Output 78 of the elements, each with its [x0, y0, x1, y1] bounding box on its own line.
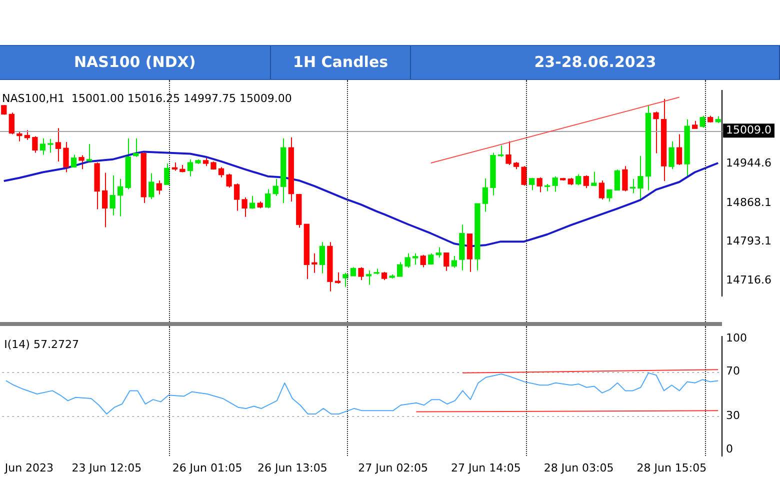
candlestick	[40, 138, 46, 156]
candlestick	[444, 252, 450, 272]
candlestick	[226, 173, 232, 188]
candlestick	[187, 158, 194, 177]
candlestick	[396, 262, 403, 277]
candlestick	[272, 178, 278, 196]
chart-title: NAS100 (NDX)	[0, 46, 271, 79]
x-tick-label: 27 Jun 02:05	[358, 461, 428, 474]
candlestick	[70, 154, 77, 168]
y-tick-label: 14716.6	[726, 274, 772, 287]
candlestick	[676, 134, 682, 166]
annotation: I(14) 57.2727	[4, 338, 79, 351]
candlestick	[118, 178, 124, 217]
x-tick-label: 28 Jun 03:05	[544, 461, 614, 474]
candlestick	[552, 176, 558, 192]
x-tick-label: 26 Jun 13:05	[257, 461, 328, 474]
candlestick	[528, 177, 535, 191]
x-tick-label: 27 Jun 14:05	[450, 461, 521, 474]
candlestick	[451, 255, 457, 268]
x-tick-label: 23 Jun 12:05	[72, 461, 142, 474]
candlestick	[583, 174, 589, 189]
y-tick-label: 0	[726, 442, 733, 456]
y-tick-label: 14944.6	[726, 156, 772, 170]
candlestick	[48, 138, 54, 154]
candlestick	[78, 154, 84, 170]
candlestick	[420, 254, 426, 268]
candlestick	[700, 115, 706, 128]
candlestick	[249, 195, 256, 210]
candlestick	[653, 111, 659, 154]
candlestick	[521, 166, 527, 186]
x-tick-label: Jun 2023	[4, 461, 54, 474]
candlestick	[404, 252, 410, 268]
candlestick	[148, 172, 154, 200]
candlestick	[436, 246, 442, 258]
candlestick	[265, 188, 271, 209]
candlestick	[598, 180, 604, 200]
candlestick	[412, 252, 418, 266]
candlestick	[606, 189, 612, 202]
y-tick-label: 14793.1	[726, 234, 772, 248]
candlestick	[506, 140, 512, 166]
candlestick	[218, 166, 224, 178]
candlestick	[242, 196, 248, 218]
candlestick	[63, 141, 69, 173]
chart-subtitle: 1H Candles	[270, 46, 412, 79]
candlestick	[55, 128, 62, 162]
y-tick-label: 30	[726, 409, 740, 422]
candlestick	[668, 140, 674, 170]
candlestick	[576, 174, 582, 186]
candlestick	[614, 169, 620, 191]
x-tick-label: 28 Jun 15:05	[636, 461, 707, 474]
candlestick	[591, 171, 597, 187]
y-tick-label: 14868.1	[726, 196, 772, 209]
candlestick	[319, 242, 326, 274]
candlestick	[366, 270, 372, 286]
candlestick	[8, 112, 14, 135]
candlestick	[24, 130, 30, 140]
candlestick	[342, 272, 348, 288]
candlestick	[32, 136, 38, 154]
candlestick	[536, 176, 542, 193]
y-tick-label: 70	[726, 364, 740, 378]
candlestick	[86, 144, 92, 162]
candlestick	[133, 138, 139, 158]
x-tick-label: 26 Jun 01:05	[172, 461, 242, 474]
candlestick	[358, 266, 364, 281]
y-tick-label: 100	[726, 331, 747, 344]
ref-line-label: 15009.0	[726, 124, 772, 137]
candlestick	[622, 166, 628, 192]
candlestick	[202, 156, 209, 167]
candlestick	[156, 180, 162, 195]
candlestick	[16, 131, 22, 142]
candlestick	[102, 172, 108, 228]
candlestick	[164, 163, 170, 186]
annotation: NAS100,H1 15001.00 15016.25 14997.75 15009.00	[2, 92, 292, 105]
candlestick	[234, 183, 240, 212]
text: 23-28.06.2023	[411, 46, 780, 79]
candlestick	[482, 178, 488, 212]
candlestick	[638, 155, 644, 200]
candlestick	[110, 174, 116, 216]
